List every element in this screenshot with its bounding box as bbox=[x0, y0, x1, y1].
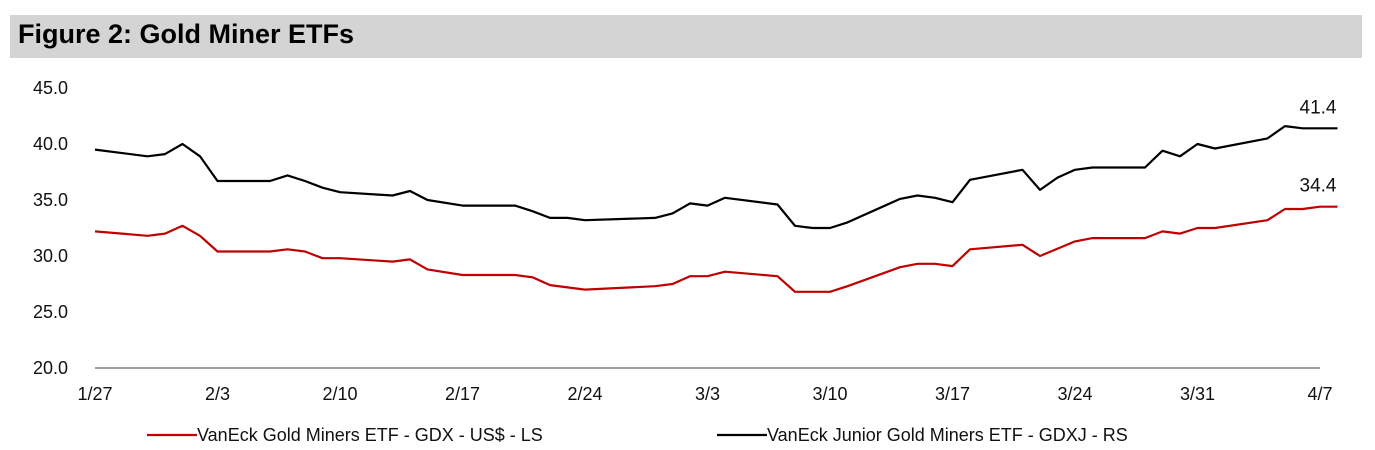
figure-title-bar: Figure 2: Gold Miner ETFs bbox=[10, 15, 1362, 58]
figure-title: Figure 2: Gold Miner ETFs bbox=[18, 19, 355, 49]
x-tick-label: 3/3 bbox=[695, 384, 720, 404]
x-tick-label: 3/10 bbox=[812, 384, 847, 404]
legend-label-gdx: VanEck Gold Miners ETF - GDX - US$ - LS bbox=[197, 425, 543, 445]
x-tick-label: 2/3 bbox=[205, 384, 230, 404]
y-tick-label: 25.0 bbox=[33, 302, 68, 322]
y-tick-label: 30.0 bbox=[33, 246, 68, 266]
x-tick-label: 3/31 bbox=[1180, 384, 1215, 404]
series-line-gdxj bbox=[94, 125, 1338, 230]
x-tick-label: 2/17 bbox=[445, 384, 480, 404]
y-tick-label: 20.0 bbox=[33, 358, 68, 378]
end-value-label-gdxj: 41.4 bbox=[1300, 97, 1337, 118]
x-tick-label: 2/10 bbox=[322, 384, 357, 404]
y-tick-label: 35.0 bbox=[33, 190, 68, 210]
x-tick-label: 2/24 bbox=[567, 384, 602, 404]
y-tick-label: 40.0 bbox=[33, 134, 68, 154]
x-tick-label: 4/7 bbox=[1307, 384, 1332, 404]
x-tick-label: 3/24 bbox=[1057, 384, 1092, 404]
x-tick-label: 1/27 bbox=[77, 384, 112, 404]
x-tick-label: 3/17 bbox=[935, 384, 970, 404]
y-tick-label: 45.0 bbox=[33, 78, 68, 98]
series-line-gdx bbox=[94, 205, 1338, 293]
end-value-label-gdx: 34.4 bbox=[1300, 176, 1337, 197]
legend-label-gdxj: VanEck Junior Gold Miners ETF - GDXJ - R… bbox=[767, 425, 1128, 445]
